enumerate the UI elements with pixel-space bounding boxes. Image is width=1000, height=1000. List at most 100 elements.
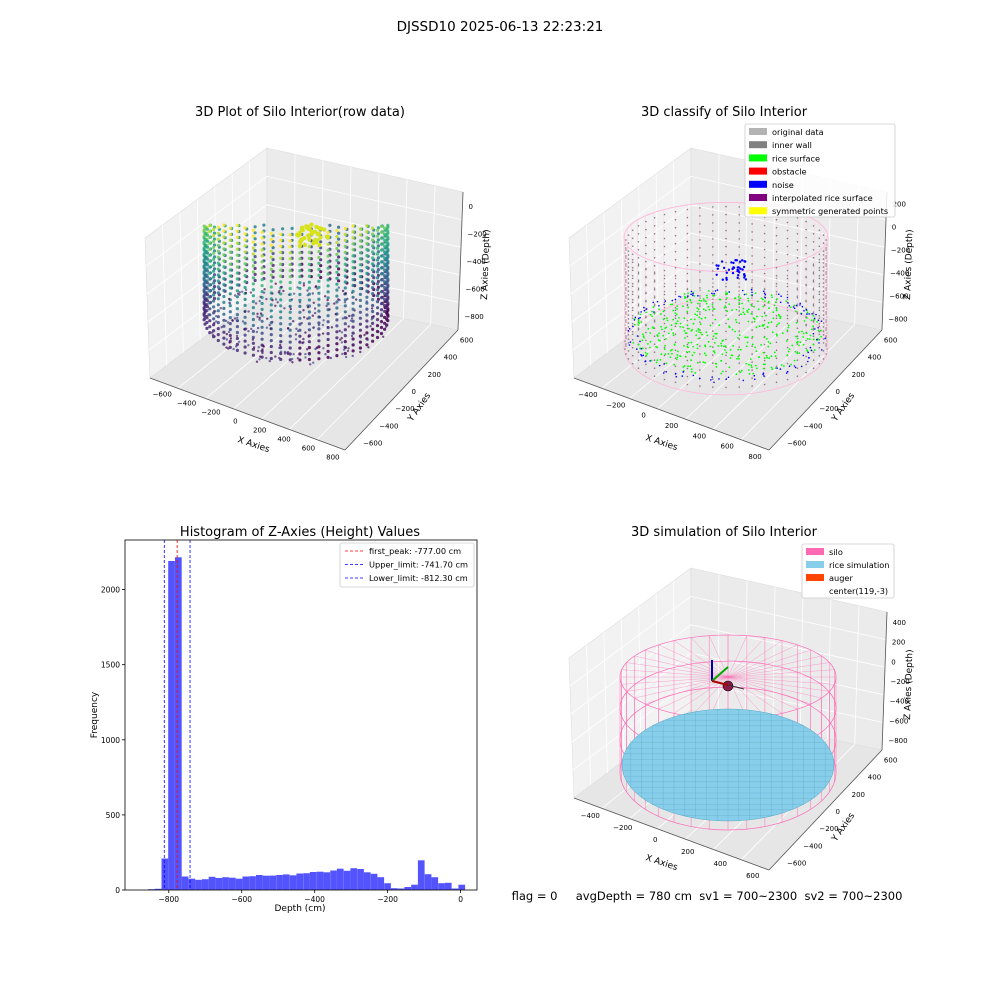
data-point — [359, 227, 362, 230]
inner-wall-point — [823, 358, 825, 360]
inner-wall-point — [624, 348, 626, 350]
data-point — [359, 269, 362, 272]
data-point — [206, 246, 209, 249]
inner-wall-point — [675, 275, 677, 277]
floor-point — [318, 324, 320, 326]
floor-point — [269, 360, 271, 362]
floor-point — [265, 298, 267, 300]
floor-point — [291, 298, 293, 300]
rice-surface-point — [694, 319, 696, 321]
inner-wall-point — [628, 262, 630, 264]
data-point — [352, 272, 355, 275]
data-point — [252, 354, 255, 357]
rice-surface-point — [732, 355, 734, 357]
inner-wall-point — [699, 263, 701, 265]
floor-point — [303, 282, 305, 284]
inner-wall-point — [764, 289, 766, 291]
rice-surface-point — [709, 346, 711, 348]
floor-point — [327, 326, 329, 328]
inner-wall-point — [819, 262, 821, 264]
rice-surface-point — [748, 300, 750, 302]
inner-wall-point — [776, 382, 778, 384]
floor-point — [322, 332, 324, 334]
noise-cluster-point — [739, 261, 741, 263]
x-tick-label: 600 — [746, 872, 759, 880]
inner-wall-point — [813, 249, 815, 251]
data-point — [359, 251, 362, 254]
data-point — [236, 289, 239, 292]
rice-surface-point — [658, 308, 660, 310]
legend-label: Lower_limit: -812.30 cm — [369, 573, 468, 583]
histogram-bar — [229, 878, 236, 890]
rice-surface-point — [728, 325, 730, 327]
inner-wall-point — [699, 311, 701, 313]
floor-point — [226, 338, 228, 340]
data-point — [308, 358, 311, 361]
rice-surface-point — [806, 317, 808, 319]
inner-wall-point — [632, 294, 634, 296]
rice-surface-point — [755, 350, 757, 352]
data-point — [252, 294, 255, 297]
noise-point — [630, 341, 632, 343]
rice-surface-point — [801, 331, 803, 333]
noise-point — [711, 293, 713, 295]
noise-point — [718, 378, 720, 380]
data-point — [376, 324, 379, 327]
inner-wall-point — [787, 222, 789, 224]
inner-wall-point — [675, 307, 677, 309]
data-point — [335, 324, 338, 327]
rice-surface-point — [694, 313, 696, 315]
rice-surface-point — [747, 298, 749, 300]
data-point — [365, 290, 368, 293]
data-point — [383, 238, 386, 241]
histogram-bar — [317, 872, 324, 890]
rice-surface-point — [772, 311, 774, 313]
inner-wall-point — [638, 249, 640, 251]
floor-point — [206, 317, 208, 319]
histogram-bar — [256, 875, 263, 890]
floor-point — [215, 320, 217, 322]
rice-surface-point — [632, 342, 634, 344]
rice-surface-point — [724, 349, 726, 351]
data-point — [344, 352, 347, 355]
histogram-bar — [431, 877, 438, 890]
rice-surface-point — [738, 358, 740, 360]
rice-surface-point — [649, 332, 651, 334]
inner-wall-point — [813, 257, 815, 259]
data-point — [270, 232, 273, 235]
floor-point — [274, 305, 276, 307]
rice-surface-point — [656, 362, 658, 364]
floor-point — [371, 318, 373, 320]
noise-cluster-point — [726, 272, 728, 274]
data-point — [376, 259, 379, 262]
data-point — [222, 229, 225, 232]
legend-label: first_peak: -777.00 cm — [369, 546, 461, 556]
inner-wall-point — [628, 250, 630, 252]
inner-wall-point — [725, 387, 727, 389]
floor-point — [351, 335, 353, 337]
rice-surface-point — [742, 311, 744, 313]
histogram-bar — [243, 877, 250, 891]
rice-surface-point — [771, 368, 773, 370]
inner-wall-point — [776, 243, 778, 245]
inner-wall-point — [819, 294, 821, 296]
rice-surface-point — [647, 343, 649, 345]
floor-point — [297, 357, 299, 359]
noise-point — [691, 291, 693, 293]
noise-point — [793, 306, 795, 308]
floor-point — [256, 331, 258, 333]
data-point — [380, 302, 383, 305]
inner-wall-point — [738, 206, 740, 208]
floor-point — [256, 316, 258, 318]
rice-surface-point — [790, 306, 792, 308]
inner-wall-point — [797, 289, 799, 291]
rice-surface-point — [657, 335, 659, 337]
rice-surface-point — [721, 345, 723, 347]
inner-wall-point — [625, 337, 627, 339]
data-point — [359, 293, 362, 296]
data-point — [327, 350, 330, 353]
rice-surface-point — [806, 349, 808, 351]
inner-wall-point — [725, 214, 727, 216]
rice-surface-point — [664, 353, 666, 355]
data-point — [217, 262, 220, 265]
